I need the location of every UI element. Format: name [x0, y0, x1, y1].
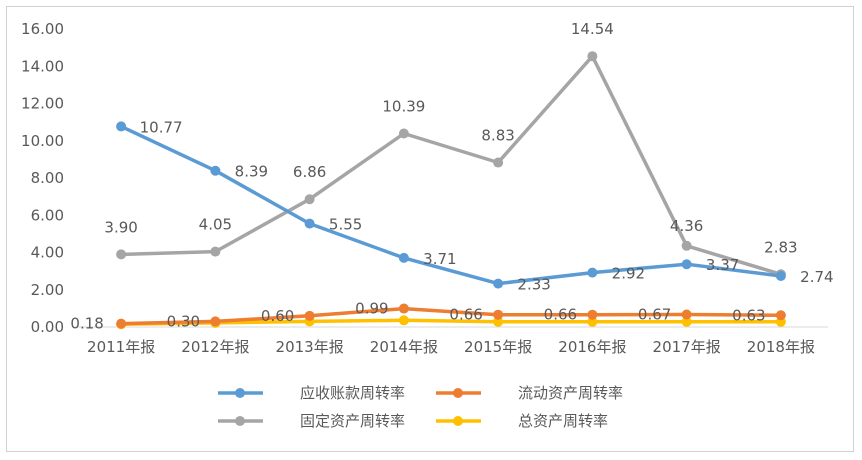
data-label: 0.18	[70, 315, 103, 333]
data-label: 8.83	[481, 127, 514, 145]
data-label: 3.37	[706, 256, 739, 274]
data-point	[681, 316, 692, 327]
x-axis: 2011年报 2012年报 2013年报 2014年报 2015年报 2016年报 2017…	[74, 326, 828, 356]
data-point	[493, 278, 504, 289]
series-line	[119, 306, 783, 326]
data-point	[587, 309, 598, 320]
data-point	[493, 316, 504, 327]
series-layer	[116, 51, 786, 330]
data-label: 2.83	[764, 238, 797, 256]
x-tick-label: 2015年报	[464, 338, 532, 356]
series-line	[119, 318, 783, 326]
data-label: 4.05	[199, 216, 232, 234]
data-point	[587, 51, 598, 62]
data-label: 4.36	[670, 217, 703, 235]
data-label: 0.30	[167, 312, 200, 330]
data-point	[116, 249, 127, 260]
x-tick-label: 2014年报	[370, 338, 438, 356]
legend-swatch-marker	[235, 388, 245, 398]
data-point	[587, 316, 598, 327]
x-tick-label: 2017年报	[653, 338, 721, 356]
legend-item-3: 固定资产周转率	[218, 412, 405, 430]
x-tick-label: 2011年报	[87, 338, 155, 356]
y-tick-label: 6.00	[31, 206, 64, 224]
data-label: 8.39	[235, 163, 268, 181]
data-label: 10.39	[382, 97, 425, 115]
series-3	[116, 51, 786, 280]
data-point	[775, 310, 786, 321]
data-point	[398, 252, 409, 263]
data-label-layer: 10.77 8.39 5.55 3.71 2.33 2.92 3.37 2.74 0.18 0.3…	[70, 20, 833, 332]
data-point	[493, 157, 504, 168]
data-label: 0.60	[261, 307, 294, 325]
data-point	[493, 309, 504, 320]
x-tick-label: 2013年报	[276, 338, 344, 356]
legend-swatch-marker	[453, 388, 463, 398]
legend-label: 流动资产周转率	[518, 384, 623, 402]
legend-swatch-marker	[453, 416, 463, 426]
data-point	[304, 194, 315, 205]
series-2	[116, 303, 786, 329]
data-point	[210, 165, 221, 176]
data-label: 2.74	[800, 268, 833, 286]
y-tick-label: 12.00	[21, 95, 64, 113]
y-tick-label: 2.00	[31, 281, 64, 299]
y-tick-label: 4.00	[31, 244, 64, 262]
data-point	[398, 128, 409, 139]
y-tick-label: 0.00	[31, 318, 64, 336]
data-label: 14.54	[571, 20, 614, 38]
y-tick-label: 10.00	[21, 132, 64, 150]
series-line	[119, 54, 783, 277]
data-label: 5.55	[329, 216, 362, 234]
data-point	[210, 246, 221, 257]
x-tick-label: 2012年报	[181, 338, 249, 356]
data-label: 2.33	[517, 276, 550, 294]
legend-swatch-marker	[235, 416, 245, 426]
data-label: 0.67	[638, 306, 671, 324]
legend-label: 总资产周转率	[518, 412, 608, 430]
data-point	[116, 318, 127, 329]
y-tick-label: 8.00	[31, 169, 64, 187]
x-tick-label: 2016年报	[558, 338, 626, 356]
chart-frame	[6, 6, 854, 452]
legend-item-2: 流动资产周转率	[436, 384, 623, 402]
data-point	[304, 310, 315, 321]
data-label: 6.86	[293, 163, 326, 181]
data-point	[398, 303, 409, 314]
x-tick-label: 2018年报	[747, 338, 815, 356]
legend-item-1: 应收账款周转率	[218, 384, 405, 402]
data-point	[681, 309, 692, 320]
data-point	[681, 259, 692, 270]
legend-item-4: 总资产周转率	[436, 412, 608, 430]
series-1	[116, 121, 786, 289]
data-label: 3.71	[423, 250, 456, 268]
data-label: 10.77	[140, 118, 183, 136]
data-label: 0.99	[355, 300, 388, 318]
data-label: 2.92	[612, 265, 645, 283]
data-label: 0.66	[449, 306, 482, 324]
data-point	[116, 121, 127, 132]
data-point	[210, 316, 221, 327]
data-label: 0.63	[732, 306, 765, 324]
y-axis: 0.00 2.00 4.00 6.00 8.00 10.00 12.00 14.00 16.00	[21, 20, 64, 336]
data-point	[304, 218, 315, 229]
data-point	[681, 240, 692, 251]
data-point	[398, 315, 409, 326]
series-line	[119, 124, 783, 286]
data-point	[587, 267, 598, 278]
y-tick-label: 16.00	[21, 20, 64, 38]
y-tick-label: 14.00	[21, 57, 64, 75]
data-label: 3.90	[104, 218, 137, 236]
legend-label: 应收账款周转率	[300, 384, 405, 402]
data-label: 0.66	[544, 306, 577, 324]
legend-label: 固定资产周转率	[300, 412, 405, 430]
data-point	[775, 270, 786, 281]
